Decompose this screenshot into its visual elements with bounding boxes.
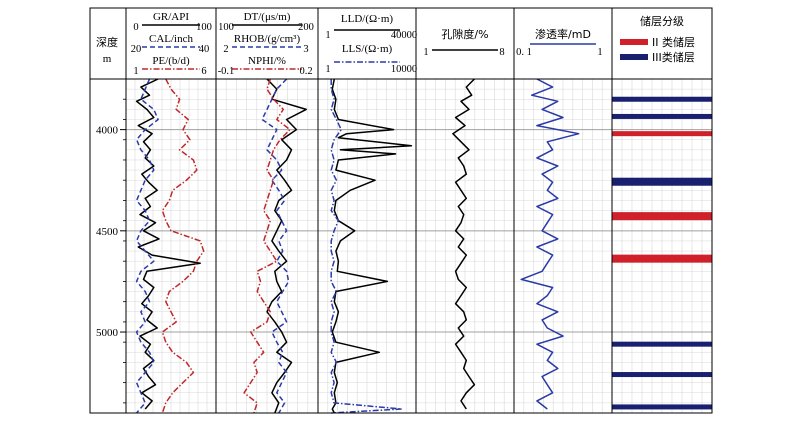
curve-header-min: 1	[133, 66, 138, 77]
series-line	[135, 78, 201, 410]
curve-layer	[135, 78, 712, 414]
curve-header-max: 40000	[391, 30, 417, 41]
curve-header-title: RHOB/(g/cm³)	[234, 33, 301, 45]
grid-layer	[126, 79, 712, 413]
depth-axis-label-top: 深度	[96, 35, 118, 49]
series-line	[161, 78, 205, 414]
depth-tick-label: 4500	[96, 226, 119, 238]
reservoir-layer-III	[612, 341, 712, 347]
curve-header-max: 1	[597, 47, 602, 58]
curve-header-max: 40	[199, 44, 210, 55]
reservoir-layer-III	[612, 180, 712, 186]
curve-header-title: PE/(b/d)	[152, 55, 190, 67]
curve-header-max: 200	[298, 22, 314, 33]
reservoir-layer-II	[612, 131, 712, 137]
reservoir-layer-III	[612, 96, 712, 102]
curve-header-title: LLS/(Ω·m)	[342, 43, 393, 55]
reservoir-layer-III	[612, 404, 712, 410]
reservoir-layer-III	[612, 113, 712, 119]
curve-header-min: 100	[218, 22, 234, 33]
curve-header-max: 3	[303, 44, 308, 55]
chart-frame	[89, 7, 713, 414]
curve-header-min: 1	[325, 30, 330, 41]
legend-swatch-class-2	[620, 39, 648, 45]
reservoir-layer-II	[612, 257, 712, 263]
curve-header-title: DT/(μs/m)	[244, 11, 291, 23]
reservoir-layer-III	[612, 372, 712, 378]
series-line	[452, 78, 476, 410]
reservoir-layer-II	[612, 254, 712, 260]
series-line	[261, 78, 290, 414]
series-line	[135, 78, 159, 414]
curve-header-title: GR/API	[153, 11, 189, 23]
curve-header-title: 渗透率/mD	[535, 27, 591, 41]
curve-header-min: 0. 1	[516, 47, 532, 58]
series-line	[330, 79, 403, 414]
curve-header-min: 2	[223, 44, 228, 55]
series-line	[243, 78, 291, 414]
curve-header-max: 100	[196, 22, 212, 33]
depth-tick-label: 5000	[96, 327, 119, 339]
curve-header-min: 1	[423, 47, 428, 58]
reservoir-layer-II	[612, 212, 712, 218]
series-line	[331, 78, 413, 414]
curve-header-max: 0.2	[299, 66, 312, 77]
depth-tick-label: 4000	[96, 125, 119, 137]
series-line	[520, 78, 580, 410]
curve-header-max: 8	[499, 47, 504, 58]
legend-swatch-class-3	[620, 54, 648, 60]
legend-label-class-3: III类储层	[652, 50, 695, 64]
curve-header-max: 6	[201, 66, 206, 77]
series-line	[266, 78, 307, 414]
curve-header-title: 孔隙度/%	[441, 27, 488, 41]
curve-header-title: LLD/(Ω·m)	[341, 13, 393, 25]
curve-header-min: 20	[131, 44, 142, 55]
curve-header-min: 1	[325, 64, 330, 75]
curve-header-max: 10000	[391, 64, 417, 75]
curve-header-min: 0	[133, 22, 138, 33]
reservoir-layer-II	[612, 215, 712, 221]
reservoir-layer-III	[612, 177, 712, 183]
curve-header-title: NPHI/%	[248, 55, 286, 67]
curve-header-title: CAL/inch	[149, 33, 193, 45]
legend-label-class-2: II 类储层	[652, 35, 695, 49]
depth-axis-label-bottom: m	[103, 53, 112, 65]
reservoir-title: 储层分级	[640, 14, 684, 28]
frame-layer: 4000 4500 5000	[89, 7, 713, 414]
curve-header-min: -0.1	[218, 66, 235, 77]
